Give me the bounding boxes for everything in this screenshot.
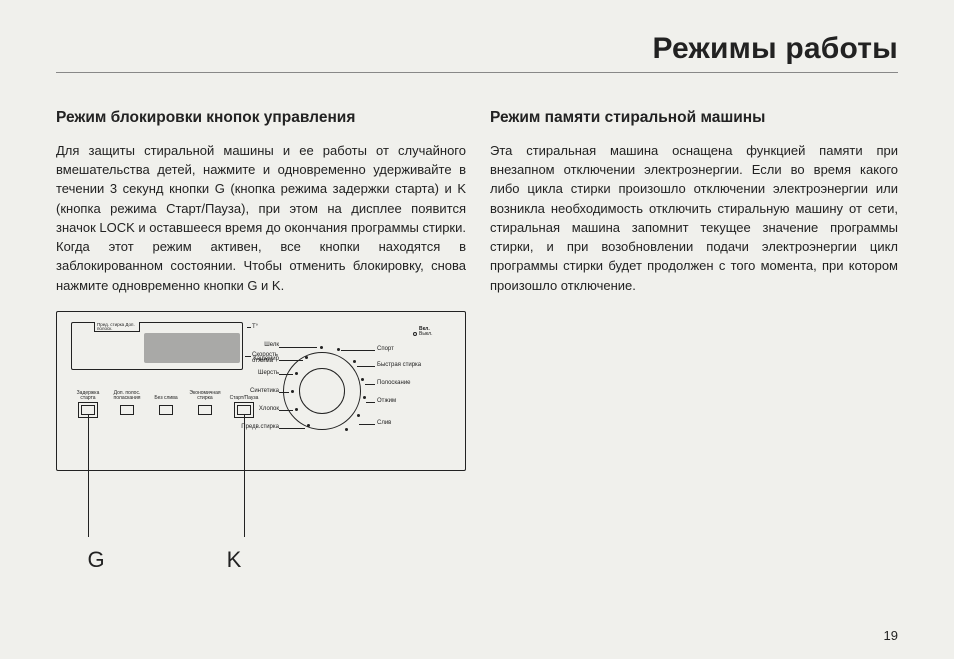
button-icon (159, 405, 173, 415)
callout-labels: G K (56, 547, 466, 573)
prog-label: Шелк (264, 342, 279, 348)
btn-label: Задержка старта (71, 390, 105, 402)
lcd-screen (144, 333, 240, 363)
manual-page: Режимы работы Режим блокировки кнопок уп… (0, 0, 954, 659)
prog-leader (279, 360, 303, 361)
dial-tick (305, 356, 308, 359)
left-heading: Режим блокировки кнопок управления (56, 109, 466, 127)
prog-leader (279, 392, 289, 393)
callout-line-g (88, 415, 89, 537)
power-labels: Вкл. Выкл. (419, 327, 451, 338)
btn-no-drain[interactable]: Без слива (149, 390, 183, 415)
prog-label: Синтетика (250, 388, 279, 394)
prog-label: Отжим (377, 398, 396, 404)
btn-eco[interactable]: Экономичная стирка (188, 390, 222, 415)
display-notch: Пред. стирка Доп. полоск. (94, 322, 140, 332)
dial-tick (295, 372, 298, 375)
page-number: 19 (884, 628, 898, 643)
content-columns: Режим блокировки кнопок управления Для з… (56, 109, 898, 573)
button-icon (81, 405, 95, 415)
prog-label: Хлопок (259, 406, 279, 412)
prog-leader (279, 347, 317, 348)
dial-tick (345, 428, 348, 431)
prog-label: Шерсть (258, 370, 279, 376)
prog-leader (279, 374, 293, 375)
prog-leader (279, 410, 293, 411)
dial-knob (299, 368, 345, 414)
power-indicator-icon (413, 332, 417, 336)
callout-k: K (217, 547, 251, 573)
prog-label: Предв.стирка (241, 424, 279, 430)
page-title: Режимы работы (56, 32, 898, 73)
button-icon (237, 405, 251, 415)
prog-leader (341, 350, 375, 351)
control-panel-figure: Пред. стирка Доп. полоск. T° Скорость от… (56, 311, 466, 573)
right-body: Эта стиральная машина оснащена функцией … (490, 141, 898, 295)
prog-leader (365, 384, 375, 385)
dial-tick (320, 346, 323, 349)
dial-tick (361, 378, 364, 381)
temp-label: T° (252, 324, 258, 330)
btn-label: Без слива (149, 390, 183, 402)
dial-tick (357, 414, 360, 417)
dial-tick (307, 424, 310, 427)
prog-leader (359, 424, 375, 425)
prog-label: Полоскание (377, 380, 411, 386)
dial-tick (295, 408, 298, 411)
temp-leader (247, 327, 251, 328)
prog-label: Быстрая стирка (377, 362, 421, 368)
power-off-label: Выкл. (419, 331, 432, 337)
dial-tick (291, 390, 294, 393)
dial-tick (353, 360, 356, 363)
right-column: Режим памяти стиральной машины Эта стира… (490, 109, 898, 573)
prog-leader (279, 428, 305, 429)
program-dial[interactable] (283, 352, 361, 430)
prog-label: Спорт (377, 346, 394, 352)
display-box: Пред. стирка Доп. полоск. (71, 322, 243, 370)
button-icon (120, 405, 134, 415)
callout-line-k (244, 415, 245, 537)
prog-label: Кашемир (253, 356, 279, 362)
prog-leader (366, 402, 375, 403)
left-body: Для защиты стиральной машины и ее работы… (56, 141, 466, 295)
spin-leader (245, 356, 251, 357)
btn-extra-rinse[interactable]: Доп. полос. поласкания (110, 390, 144, 415)
dial-tick (363, 396, 366, 399)
btn-label: Экономичная стирка (188, 390, 222, 402)
btn-delay-start[interactable]: Задержка старта (71, 390, 105, 415)
prog-leader (357, 366, 375, 367)
button-row: Задержка старта Доп. полос. поласкания Б… (71, 390, 261, 415)
left-column: Режим блокировки кнопок управления Для з… (56, 109, 466, 573)
dial-tick (337, 348, 340, 351)
button-icon (198, 405, 212, 415)
callout-g: G (79, 547, 113, 573)
control-panel: Пред. стирка Доп. полоск. T° Скорость от… (56, 311, 466, 471)
btn-label: Доп. полос. поласкания (110, 390, 144, 402)
prog-label: Слив (377, 420, 391, 426)
right-heading: Режим памяти стиральной машины (490, 109, 898, 127)
